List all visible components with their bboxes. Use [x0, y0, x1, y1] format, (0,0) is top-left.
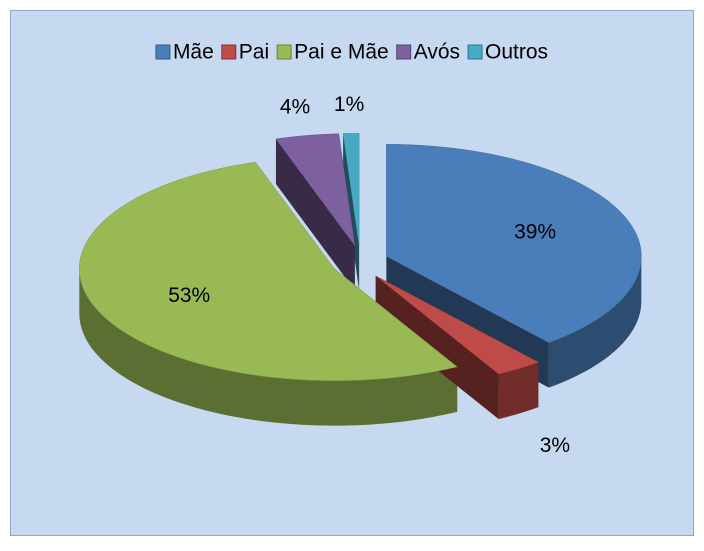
data-label: 39%	[514, 220, 556, 243]
slice-wall	[548, 256, 642, 388]
legend-label: Outros	[485, 41, 548, 64]
slice-side	[275, 138, 355, 291]
legend-label: Pai	[239, 41, 269, 64]
slice-wall	[79, 268, 458, 426]
legend-label: Avós	[414, 41, 460, 64]
data-label: 3%	[540, 434, 570, 457]
legend-swatch	[396, 44, 412, 60]
legend-swatch	[221, 44, 237, 60]
pie-slice	[342, 132, 360, 246]
legend-swatch	[155, 44, 171, 60]
legend-item: Avós	[396, 41, 460, 64]
pie-slice	[375, 275, 539, 375]
pie-slice	[79, 161, 458, 381]
legend-item: Outros	[467, 41, 548, 64]
legend-item: Mãe	[155, 41, 214, 64]
legend-item: Pai e Mãe	[276, 41, 389, 64]
legend-swatch	[467, 44, 483, 60]
pie-tops	[79, 132, 642, 381]
slice-wall	[498, 362, 539, 420]
legend-label: Pai e Mãe	[294, 41, 389, 64]
legend: Mãe Pai Pai e Mãe Avós Outros	[155, 41, 548, 64]
legend-swatch	[276, 44, 292, 60]
legend-item: Pai	[221, 41, 269, 64]
legend-label: Mãe	[173, 41, 214, 64]
slice-side	[375, 275, 499, 420]
data-label: 53%	[168, 284, 210, 307]
slice-side	[343, 133, 360, 291]
data-labels: 1% 4% 39% 53% 3%	[168, 93, 570, 457]
pie-slice	[275, 133, 356, 246]
data-label: 1%	[334, 93, 364, 116]
pie-slice	[386, 144, 642, 343]
data-label: 4%	[280, 96, 310, 119]
